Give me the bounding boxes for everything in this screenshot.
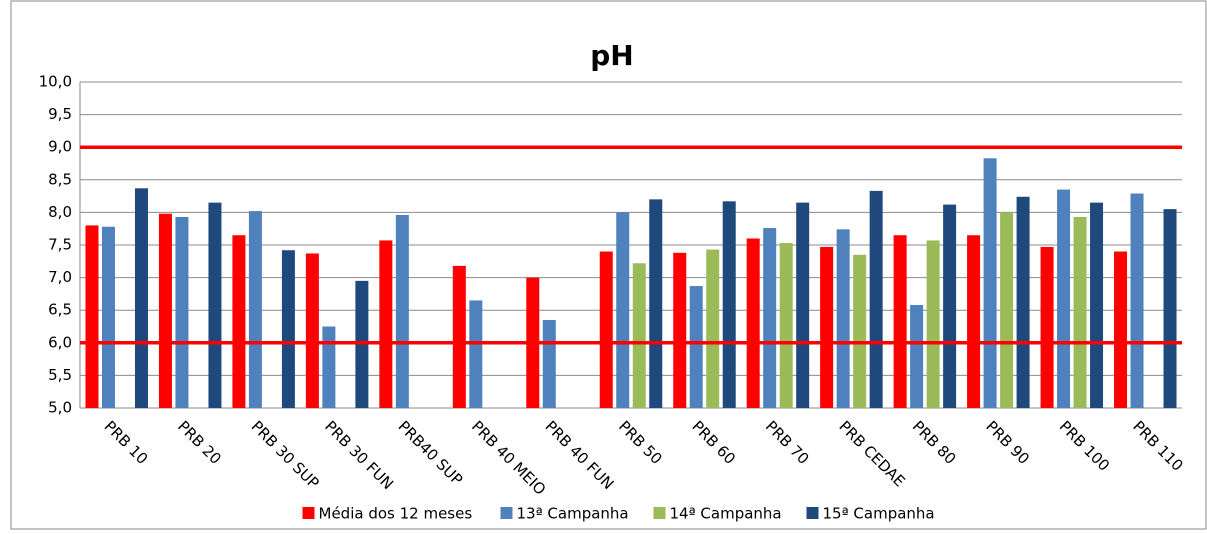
bar	[1016, 196, 1030, 408]
bar	[305, 253, 319, 408]
y-tick-label: 5,0	[48, 399, 72, 417]
bar	[983, 158, 997, 408]
bar	[175, 216, 189, 408]
chart-title: pH	[590, 39, 633, 72]
bar	[673, 252, 687, 408]
bar	[779, 243, 793, 408]
legend-swatch	[500, 507, 513, 519]
bar	[836, 229, 850, 408]
bar	[395, 215, 409, 408]
bar	[158, 213, 172, 408]
bar	[232, 235, 246, 408]
bar	[746, 238, 760, 408]
y-tick-label: 8,0	[48, 203, 72, 221]
bar	[85, 225, 99, 408]
bar	[379, 240, 393, 408]
bar	[248, 211, 262, 408]
y-tick-label: 5,5	[48, 366, 72, 384]
bar	[632, 263, 646, 408]
legend-label: 13ª Campanha	[517, 505, 629, 523]
y-tick-label: 9,0	[48, 138, 72, 156]
legend-swatch	[806, 507, 819, 519]
legend-label: Média dos 12 meses	[319, 505, 473, 523]
bar	[722, 201, 736, 408]
bar	[1057, 189, 1071, 408]
bar	[281, 250, 295, 408]
bar	[1040, 246, 1054, 408]
y-tick-label: 7,0	[48, 268, 72, 286]
bar	[1090, 202, 1104, 408]
bar	[649, 199, 663, 408]
bar	[926, 240, 940, 408]
y-tick-label: 7,5	[48, 236, 72, 254]
bar	[599, 251, 613, 408]
bar	[1073, 216, 1087, 408]
legend-label: 14ª Campanha	[670, 505, 782, 523]
bar	[820, 246, 834, 408]
bar	[869, 190, 883, 408]
bar	[101, 226, 115, 408]
bar	[763, 228, 777, 408]
bar	[134, 188, 148, 408]
bar	[910, 304, 924, 408]
bar	[1000, 212, 1014, 408]
bar	[943, 204, 957, 408]
legend-swatch	[653, 507, 666, 519]
y-tick-label: 6,0	[48, 333, 72, 351]
y-tick-label: 9,5	[48, 105, 72, 123]
bar	[616, 212, 630, 408]
y-tick-label: 10,0	[39, 73, 72, 91]
bar	[542, 319, 556, 408]
bar	[689, 286, 703, 408]
bar	[322, 326, 336, 408]
legend-swatch	[302, 507, 315, 519]
bar	[1114, 251, 1128, 408]
bar	[469, 300, 483, 408]
bar	[893, 235, 907, 408]
bar	[452, 265, 466, 408]
bar	[796, 202, 810, 408]
bar	[1130, 193, 1144, 408]
bar	[853, 254, 867, 408]
y-tick-label: 8,5	[48, 170, 72, 188]
bar	[706, 249, 720, 408]
legend-label: 15ª Campanha	[823, 505, 935, 523]
y-tick-label: 6,5	[48, 301, 72, 319]
bar	[208, 202, 222, 408]
bar	[967, 235, 981, 408]
bar	[1163, 209, 1177, 408]
